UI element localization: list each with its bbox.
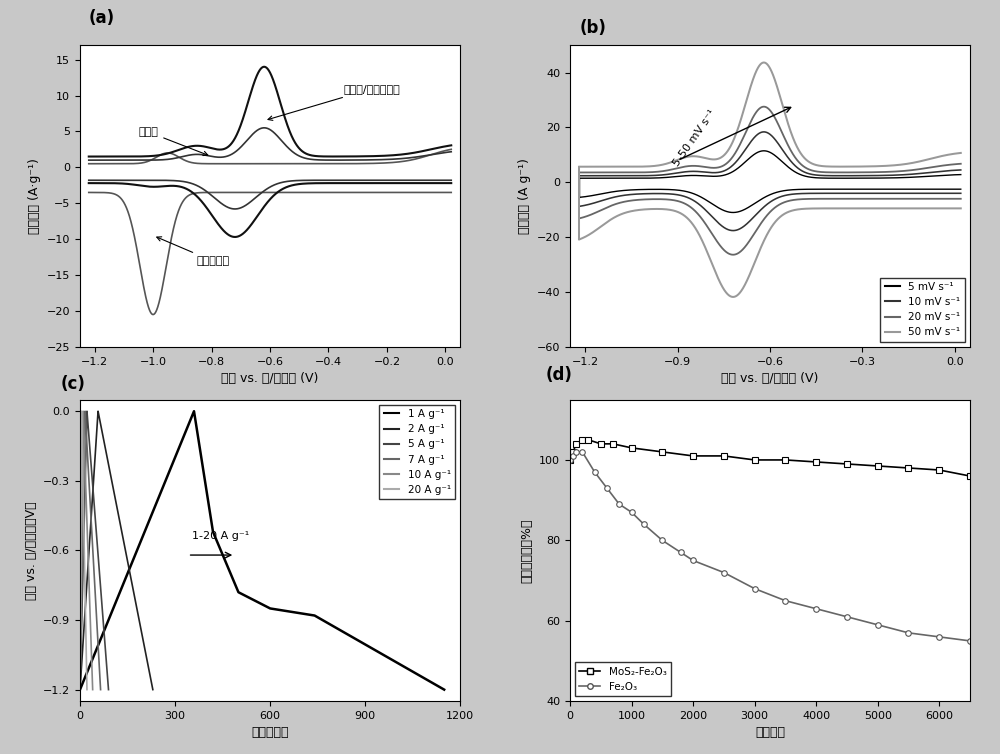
Text: 5-50 mV s⁻¹: 5-50 mV s⁻¹ [672, 108, 718, 168]
Text: 硫化颅/三氧化二铁: 硫化颅/三氧化二铁 [268, 84, 400, 121]
X-axis label: 循环圈数: 循环圈数 [755, 727, 785, 740]
Y-axis label: 电流密度 (A·g⁻¹): 电流密度 (A·g⁻¹) [28, 158, 41, 234]
Legend: MoS₂-Fe₂O₃, Fe₂O₃: MoS₂-Fe₂O₃, Fe₂O₃ [575, 663, 671, 696]
Y-axis label: 容量保持率（%）: 容量保持率（%） [521, 518, 534, 583]
Text: 1-20 A g⁻¹: 1-20 A g⁻¹ [192, 531, 250, 541]
Text: (b): (b) [579, 19, 606, 37]
Text: (c): (c) [61, 375, 86, 393]
X-axis label: 电势 vs. 汞/氧化汞 (V): 电势 vs. 汞/氧化汞 (V) [221, 372, 319, 385]
Y-axis label: 电势 vs. 汞/氧化汞（V）: 电势 vs. 汞/氧化汞（V） [25, 501, 38, 599]
Text: (d): (d) [545, 366, 572, 384]
X-axis label: 电势 vs. 汞/氧化汞 (V): 电势 vs. 汞/氧化汞 (V) [721, 372, 819, 385]
Legend: 5 mV s⁻¹, 10 mV s⁻¹, 20 mV s⁻¹, 50 mV s⁻¹: 5 mV s⁻¹, 10 mV s⁻¹, 20 mV s⁻¹, 50 mV s⁻… [880, 277, 965, 342]
Y-axis label: 电流密度 (A g⁻¹): 电流密度 (A g⁻¹) [518, 158, 531, 234]
X-axis label: 时间（秒）: 时间（秒） [251, 727, 289, 740]
Text: (a): (a) [89, 9, 115, 27]
Text: 三氧化二铁: 三氧化二铁 [157, 237, 230, 266]
Legend: 1 A g⁻¹, 2 A g⁻¹, 5 A g⁻¹, 7 A g⁻¹, 10 A g⁻¹, 20 A g⁻¹: 1 A g⁻¹, 2 A g⁻¹, 5 A g⁻¹, 7 A g⁻¹, 10 A… [379, 405, 455, 499]
Text: 硫化颅: 硫化颅 [138, 127, 208, 155]
